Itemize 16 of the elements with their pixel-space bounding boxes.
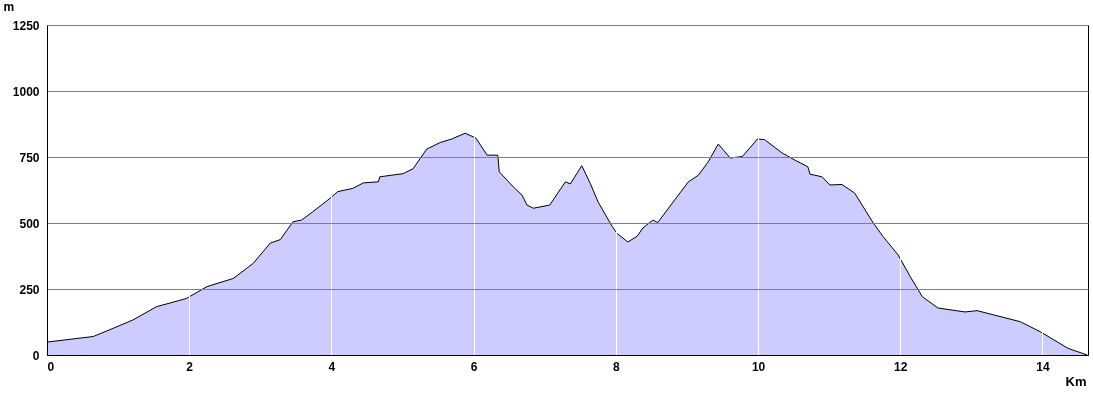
x-tick-label: 0 xyxy=(47,359,55,374)
y-tick-label: 500 xyxy=(19,216,40,231)
x-tick-label: 8 xyxy=(613,359,621,374)
x-tick-label: 2 xyxy=(186,359,194,374)
x-tick-label: 6 xyxy=(470,359,478,374)
x-tick-label: 4 xyxy=(328,359,336,374)
y-tick-label: 750 xyxy=(19,150,40,165)
y-tick-label: 1000 xyxy=(12,84,40,99)
x-tick-label: 14 xyxy=(1036,359,1050,374)
x-tick-label: 12 xyxy=(894,359,908,374)
y-axis-title: m xyxy=(3,0,15,14)
x-tick-label: 10 xyxy=(751,359,766,374)
y-tick-label: 1250 xyxy=(12,18,40,33)
x-axis-title: Km xyxy=(1065,373,1087,389)
y-tick-label: 0 xyxy=(32,348,40,363)
y-tick-label: 250 xyxy=(19,282,40,297)
